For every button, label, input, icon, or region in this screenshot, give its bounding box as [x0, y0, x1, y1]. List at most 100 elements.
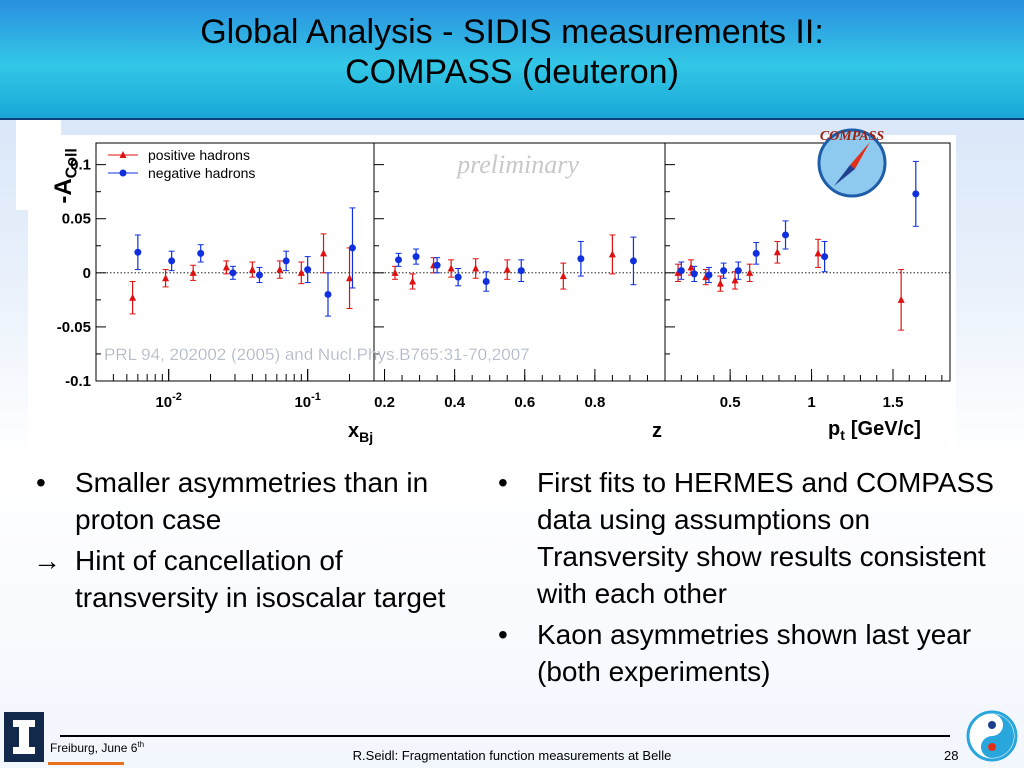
data-point-negative	[454, 273, 462, 281]
data-point-negative	[304, 266, 312, 274]
belle-logo-dot-blue	[988, 721, 996, 729]
data-point-negative	[752, 249, 760, 257]
series-positive	[674, 238, 905, 331]
panel-2: 0.2 0.4 0.6 0.8	[373, 142, 666, 411]
data-point-positive	[248, 265, 256, 273]
data-point-positive	[297, 268, 305, 276]
x-tick-label: 0.4	[444, 394, 466, 411]
title-bar: Global Analysis - SIDIS measurements II:…	[0, 0, 1024, 120]
data-point-negative	[577, 255, 585, 263]
data-point-negative	[412, 253, 420, 261]
footer-venue-text: Freiburg, June 6	[50, 741, 138, 755]
series-negative	[395, 236, 637, 292]
x-tick-label: 0.6	[514, 394, 535, 411]
data-point-positive	[773, 248, 781, 256]
y-axis-label-main: -A	[49, 178, 77, 204]
bullet-text: Smaller asymmetries than in proton case	[75, 467, 429, 535]
bullet-right-2: • Kaon asymmetries shown last year (both …	[492, 616, 1002, 690]
right-bullets: • First fits to HERMES and COMPASS data u…	[492, 464, 1002, 694]
page-number: 28	[944, 748, 959, 763]
bullet-text: Kaon asymmetries shown last year (both e…	[537, 619, 972, 687]
footer-venue-sup: th	[137, 740, 145, 749]
data-point-negative	[255, 271, 263, 279]
series-positive	[129, 233, 354, 315]
y-axis-label: -AColl	[50, 148, 82, 204]
chart: 0.1 0.05 0 -0.05 -0.1 10-2 10-1 0.2 0.4 0.6 0.8 0.5…	[57, 142, 951, 445]
panel-frame	[664, 142, 951, 382]
title-line-1: Global Analysis - SIDIS measurements II:	[200, 13, 824, 51]
series-positive	[391, 234, 616, 290]
panel-3: 0.5 1 1.5	[664, 142, 951, 411]
x-tick-label: 1	[807, 394, 815, 411]
y-tick-label: 0.05	[62, 211, 91, 228]
data-point-negative	[282, 257, 290, 265]
data-point-positive	[731, 276, 739, 284]
bullet-left-1: • Smaller asymmetries than in proton case	[30, 464, 480, 538]
compass-logo: COMPASS	[817, 128, 887, 198]
x-axis-label-pt-sub: t	[840, 427, 845, 443]
x-tick-label-exponent: -2	[172, 391, 182, 403]
title-line-2: COMPASS (deuteron)	[345, 53, 679, 91]
bullet-marker: •	[36, 467, 46, 498]
panel-1: 10-2 10-1	[95, 142, 375, 411]
data-point-negative	[433, 261, 441, 269]
data-point-positive	[346, 274, 354, 282]
data-point-positive	[814, 249, 822, 257]
bullet-marker: •	[498, 619, 508, 650]
bullet-right-1: • First fits to HERMES and COMPASS data u…	[492, 464, 1002, 612]
data-point-negative	[821, 253, 829, 261]
data-point-negative	[197, 249, 205, 257]
data-point-positive	[472, 264, 480, 272]
belle-logo	[966, 710, 1018, 762]
compass-logo-needle-blue	[834, 165, 855, 186]
data-point-positive	[503, 265, 511, 273]
belle-logo-dot-red	[988, 743, 996, 751]
preliminary-watermark: preliminary	[455, 150, 579, 179]
x-axis-label-pt: pt [GeV/c]	[828, 418, 921, 443]
bullet-left-2: → Hint of cancellation of transversity in…	[30, 542, 480, 616]
slide-title: Global Analysis - SIDIS measurements II:…	[0, 12, 1024, 92]
data-point-negative	[782, 231, 790, 239]
arrow-icon: →	[33, 545, 61, 576]
x-tick-label: 10-2	[155, 391, 181, 411]
data-point-negative	[134, 248, 142, 256]
data-point-positive	[687, 263, 695, 271]
illinois-accent-bar	[48, 762, 124, 765]
data-point-negative	[677, 267, 685, 275]
series-negative	[134, 207, 356, 317]
data-point-negative	[517, 267, 525, 275]
data-point-negative	[720, 267, 728, 275]
legend-label-positive: positive hadrons	[148, 147, 250, 163]
data-point-positive	[409, 277, 417, 285]
legend-marker-negative	[119, 169, 127, 177]
data-point-positive	[897, 295, 905, 303]
data-point-negative	[395, 256, 403, 264]
y-tick-label: 0.1	[70, 157, 91, 174]
data-point-negative	[482, 277, 490, 285]
x-axis-label-z: z	[652, 420, 662, 442]
x-axis-label-xbj-sub: Bj	[359, 429, 373, 445]
compass-logo-needle-red	[850, 142, 870, 169]
y-axis-label-sub: Coll	[63, 148, 81, 179]
data-point-positive	[608, 250, 616, 258]
data-point-negative	[229, 269, 237, 277]
x-tick-label: 1.5	[883, 394, 904, 411]
legend-marker-positive	[119, 151, 127, 158]
ylabel-box	[16, 120, 61, 210]
reference-annotation: PRL 94, 202002 (2005) and Nucl.Phys.B765…	[104, 345, 530, 364]
data-point-negative	[324, 290, 332, 298]
footer-title: R.Seidl: Fragmentation function measurem…	[352, 748, 672, 763]
data-point-positive	[276, 265, 284, 273]
data-point-positive	[447, 264, 455, 272]
data-point-positive	[222, 263, 230, 271]
data-point-negative	[734, 267, 742, 275]
bullet-marker: •	[498, 467, 508, 498]
legend: positive hadrons negative hadrons	[108, 147, 255, 181]
data-point-positive	[129, 293, 137, 301]
left-bullets: • Smaller asymmetries than in proton case…	[30, 464, 480, 616]
x-tick-label: 0.2	[374, 394, 395, 411]
data-point-positive	[702, 273, 710, 281]
compass-logo-text: COMPASS	[820, 129, 885, 144]
x-tick-label: 10-1	[294, 391, 320, 411]
data-point-negative	[705, 271, 713, 279]
